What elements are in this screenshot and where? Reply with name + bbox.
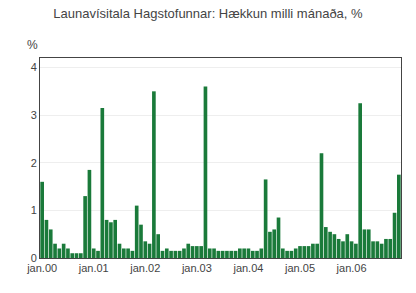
svg-text:1: 1	[31, 204, 37, 216]
svg-text:jan.06: jan.06	[336, 262, 367, 274]
svg-text:jan.00: jan.00	[26, 262, 57, 274]
svg-text:Launavísitala Hagstofunnar: Hæ: Launavísitala Hagstofunnar: Hækkun milli…	[53, 6, 363, 21]
svg-text:jan.01: jan.01	[78, 262, 109, 274]
svg-text:%: %	[27, 38, 38, 52]
svg-text:jan.05: jan.05	[284, 262, 315, 274]
svg-text:jan.02: jan.02	[129, 262, 160, 274]
svg-text:0: 0	[31, 252, 37, 264]
svg-text:3: 3	[31, 109, 37, 121]
svg-text:jan.03: jan.03	[181, 262, 212, 274]
svg-text:jan.04: jan.04	[232, 262, 263, 274]
svg-text:4: 4	[31, 61, 37, 73]
svg-text:2: 2	[31, 157, 37, 169]
